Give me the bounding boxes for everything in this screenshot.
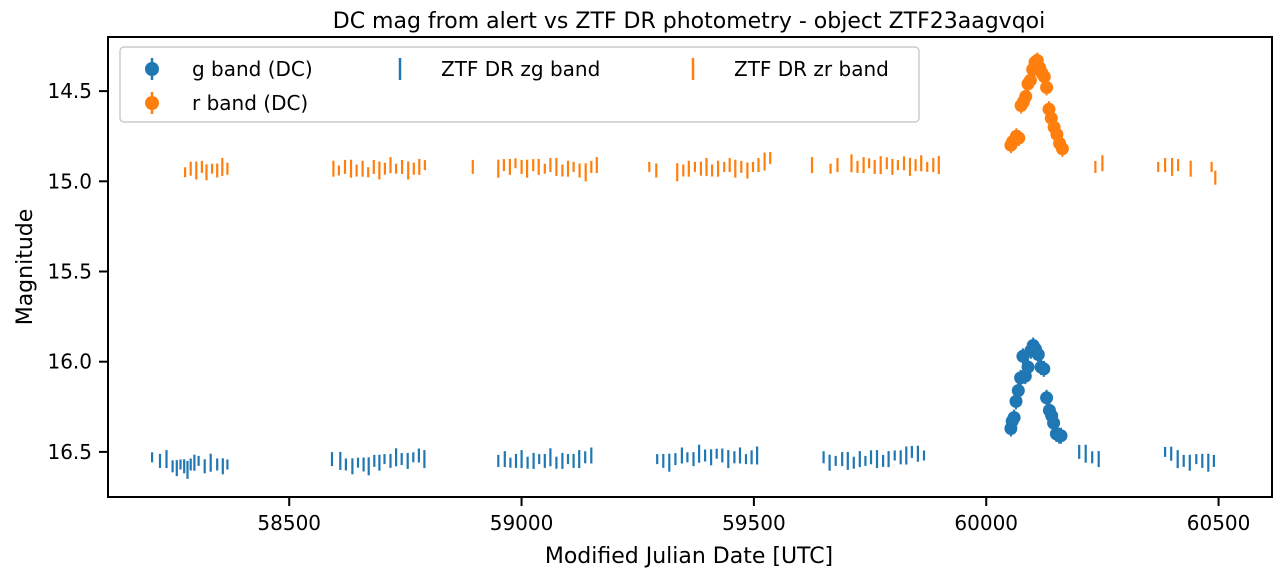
y-tick-label: 16.0 xyxy=(47,350,92,374)
legend-entry-g-dc: g band (DC) xyxy=(145,57,313,81)
legend-box xyxy=(119,46,920,123)
dc-point xyxy=(1047,416,1061,430)
chart-title: DC mag from alert vs ZTF DR photometry -… xyxy=(333,9,1045,34)
dc-point xyxy=(1019,90,1033,103)
dc-point xyxy=(1007,411,1021,425)
legend-entry-zr: ZTF DR zr band xyxy=(691,57,889,81)
dc-point xyxy=(1021,360,1035,374)
dc-point xyxy=(1023,73,1037,87)
x-tick-label: 58500 xyxy=(257,511,321,535)
legend-r-dc-label: r band (DC) xyxy=(192,91,308,115)
dc-point xyxy=(1011,384,1025,398)
legend: g band (DC) r band (DC) ZTF DR zg band Z… xyxy=(119,46,920,123)
series-zr-ticks xyxy=(184,151,1217,185)
x-tick-label: 59000 xyxy=(490,511,554,535)
legend-entry-r-dc: r band (DC) xyxy=(145,91,308,115)
legend-zg-label: ZTF DR zg band xyxy=(441,57,600,81)
series-zg-ticks xyxy=(151,444,1216,479)
y-tick-label: 15.5 xyxy=(47,260,92,284)
x-axis: 58500 59000 59500 60000 60500 xyxy=(257,497,1250,535)
series-r-dc-points xyxy=(1004,52,1069,157)
x-tick-label: 60500 xyxy=(1187,511,1251,535)
x-tick-label: 60000 xyxy=(954,511,1018,535)
dc-point xyxy=(1009,394,1023,408)
legend-g-dc-label: g band (DC) xyxy=(192,57,313,81)
y-tick-label: 14.5 xyxy=(47,79,92,103)
dc-point xyxy=(1040,391,1054,405)
dc-point xyxy=(1040,81,1054,94)
x-axis-label: Modified Julian Date [UTC] xyxy=(545,544,833,569)
dc-point xyxy=(1031,348,1045,361)
y-tick-label: 16.5 xyxy=(47,440,92,464)
plot-frame xyxy=(107,36,1273,498)
x-tick-label: 59500 xyxy=(722,511,786,535)
y-axis: 14.5 15.0 15.5 16.0 16.5 xyxy=(47,79,108,464)
dc-point xyxy=(1054,429,1068,443)
dc-point xyxy=(1037,70,1051,84)
dc-point xyxy=(1012,131,1026,145)
plot-area xyxy=(151,52,1217,479)
legend-zr-label: ZTF DR zr band xyxy=(734,57,889,81)
dc-point xyxy=(1037,362,1051,376)
legend-entry-zg: ZTF DR zg band xyxy=(398,57,600,81)
dc-point xyxy=(1055,142,1069,156)
y-tick-label: 15.0 xyxy=(47,169,92,193)
legend-g-dc-marker xyxy=(145,62,159,76)
y-axis-label: Magnitude xyxy=(13,209,38,326)
series-g-dc-points xyxy=(1004,337,1068,444)
legend-r-dc-marker xyxy=(145,96,159,110)
